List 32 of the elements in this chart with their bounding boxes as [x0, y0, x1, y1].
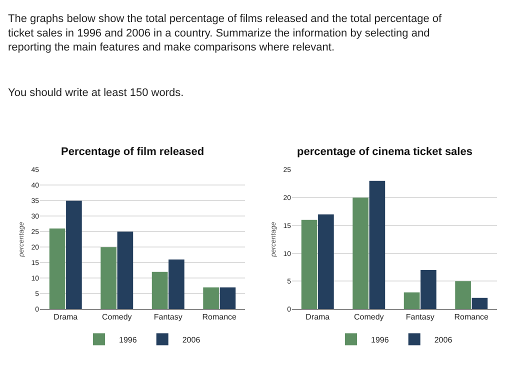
bar: [66, 200, 82, 310]
bar: [352, 198, 368, 310]
text: The graphs below show the total percentage of films released and the total percentage of ticket sales in 1996 and 2006 in a country. Summarize the information by selecting and reporting the main features and make comparisons where relevant.: [8, 13, 442, 54]
legend-label: 1996: [119, 335, 138, 344]
x-tick-label: Comedy: [102, 312, 132, 322]
bar: [472, 298, 488, 310]
text: You should write at least 150 words.: [8, 87, 184, 99]
bar: [220, 287, 236, 310]
legend-label: 2006: [182, 335, 201, 344]
bar: [152, 272, 168, 310]
legend-label: 1996: [371, 335, 390, 344]
x-tick-label: Comedy: [354, 312, 384, 322]
bar: [117, 232, 134, 310]
x-tick-label: Drama: [54, 312, 78, 322]
bar: [301, 220, 318, 310]
bar: [49, 228, 66, 310]
chart-title: percentage of cinema ticket sales: [297, 146, 472, 158]
x-tick-label: Fantasy: [154, 312, 182, 322]
legend-label: 2006: [434, 335, 453, 344]
bar: [420, 270, 436, 310]
bar: [404, 292, 420, 310]
x-tick-label: Fantasy: [406, 312, 434, 322]
bar: [100, 247, 116, 310]
x-tick-label: Drama: [306, 312, 330, 322]
bar: [455, 281, 471, 310]
bar: [203, 287, 219, 310]
x-tick-label: Romance: [202, 312, 238, 322]
chart-title: Percentage of film released: [61, 146, 204, 158]
x-tick-label: Romance: [454, 312, 490, 322]
bar: [369, 180, 386, 310]
bar: [168, 260, 184, 310]
bar: [318, 214, 334, 310]
